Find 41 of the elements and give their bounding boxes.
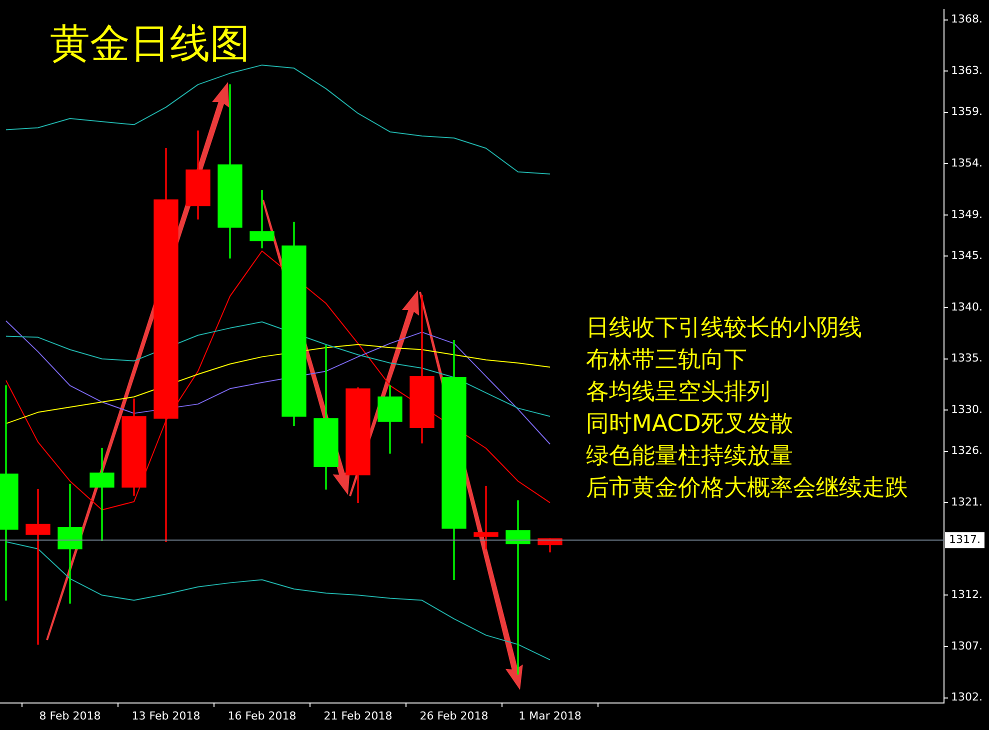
candlestick	[378, 385, 402, 454]
y-tick-label: 1307.	[951, 639, 982, 652]
y-tick-label: 1302.	[951, 690, 982, 704]
y-tick-label: 1345.	[951, 249, 982, 262]
candlestick	[410, 294, 434, 444]
candlestick	[282, 222, 306, 426]
y-tick-label: 1335.	[951, 352, 982, 365]
candlestick	[346, 387, 370, 504]
candlestick	[474, 486, 498, 550]
x-tick-label: 21 Feb 2018	[324, 709, 392, 722]
text: 同时MACD死叉发散	[586, 410, 794, 439]
x-tick-label: 13 Feb 2018	[132, 709, 200, 722]
chart-title: 黄金日线图	[50, 20, 250, 69]
y-tick-label: 1354.	[951, 156, 982, 170]
candlestick	[442, 340, 466, 580]
y-tick-label: 1326.	[951, 444, 982, 458]
candlestick	[250, 190, 274, 248]
y-tick-label: 1363.	[951, 64, 982, 78]
y-tick-label: 1368.	[951, 12, 982, 26]
y-tick-label: 1340.	[951, 300, 982, 314]
x-tick-label: 1 Mar 2018	[518, 709, 582, 722]
y-tick-label: 1359.	[951, 105, 982, 118]
candlestick	[122, 398, 146, 496]
x-tick-label: 8 Feb 2018	[39, 709, 101, 722]
candlestick	[90, 448, 114, 542]
text: 绿色能量柱持续放量	[586, 442, 794, 471]
candlestick	[186, 130, 210, 220]
y-tick-label: 1349.	[951, 208, 982, 221]
candlestick	[314, 345, 338, 490]
y-tick-label: 1321.	[951, 496, 982, 509]
candlestick	[26, 489, 50, 645]
y-tick-label: 1312.	[951, 588, 982, 601]
x-tick-label: 16 Feb 2018	[228, 709, 296, 722]
ref-line-label: 1317.	[949, 533, 980, 546]
text: 各均线呈空头排列	[586, 378, 771, 407]
text: 日线收下引线较长的小阴线	[586, 314, 863, 343]
candlestick	[218, 84, 242, 259]
y-tick-label: 1330.	[951, 403, 982, 416]
text: 后市黄金价格大概率会继续走跌	[586, 474, 908, 503]
x-tick-label: 26 Feb 2018	[420, 709, 488, 722]
text: 布林带三轨向下	[586, 346, 748, 375]
